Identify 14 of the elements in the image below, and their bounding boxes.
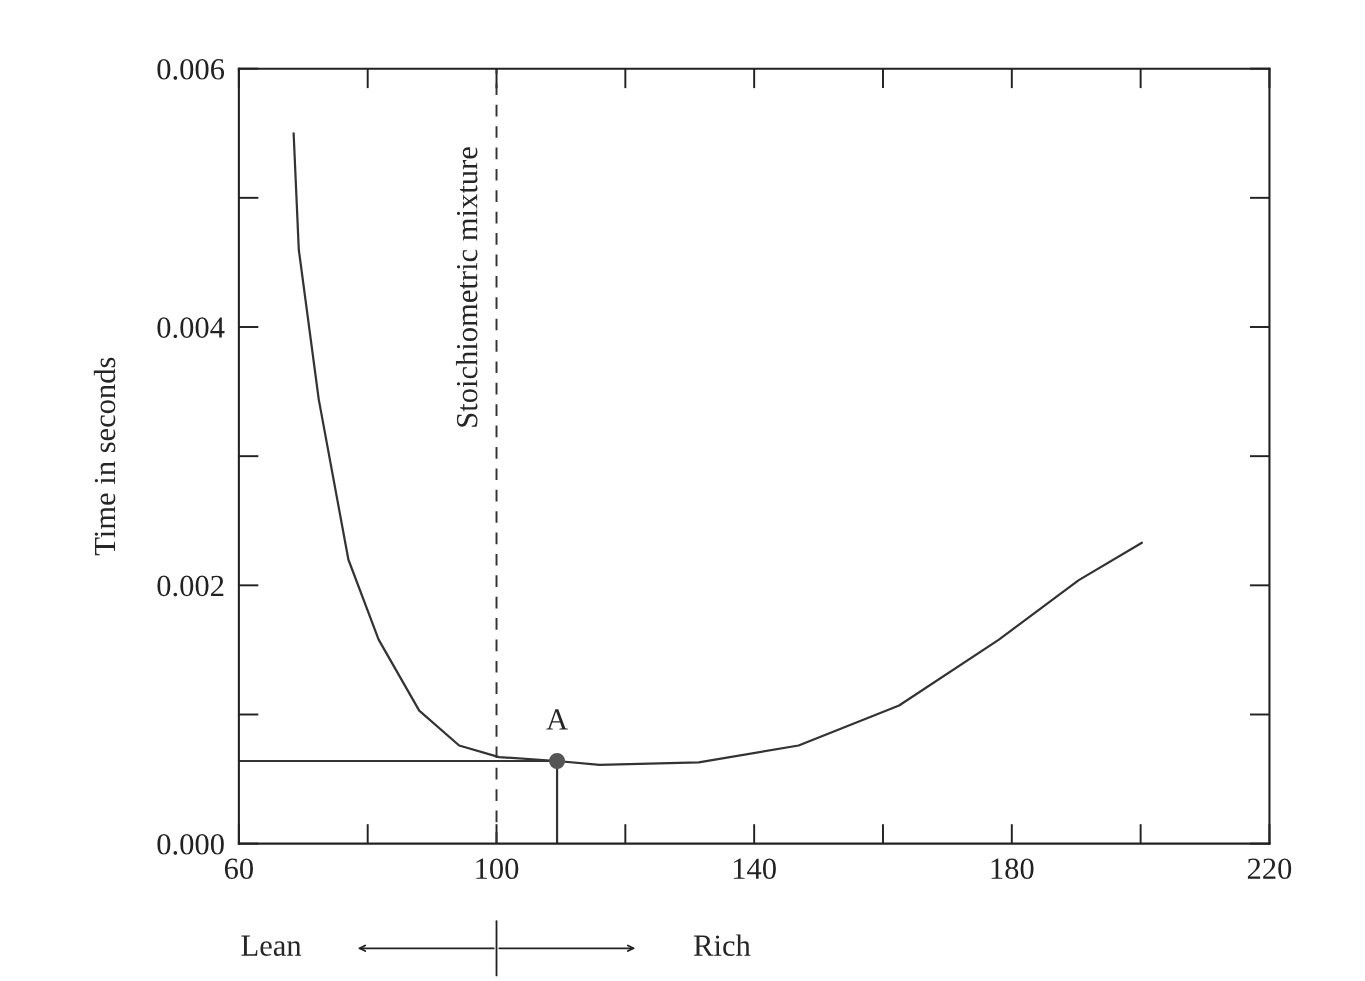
x-tick-label: 140 bbox=[733, 858, 776, 880]
y-tick-label: 0.000 bbox=[157, 833, 224, 855]
ref-line-label: Stoichiometric mixture bbox=[455, 147, 478, 427]
y-axis-title: Time in seconds bbox=[93, 357, 116, 556]
x-tick-label: 100 bbox=[476, 858, 519, 880]
x-tick-label: 220 bbox=[1247, 858, 1292, 880]
y-tick-label: 0.006 bbox=[157, 58, 225, 80]
x-tick-label: 180 bbox=[991, 858, 1034, 880]
x-tick-label: 60 bbox=[224, 858, 253, 880]
annotation: A bbox=[546, 709, 568, 730]
y-tick-label: 0.004 bbox=[157, 317, 225, 339]
text: Lean bbox=[241, 935, 302, 956]
y-tick-label: 0.002 bbox=[157, 575, 224, 597]
text: Rich bbox=[693, 934, 751, 956]
